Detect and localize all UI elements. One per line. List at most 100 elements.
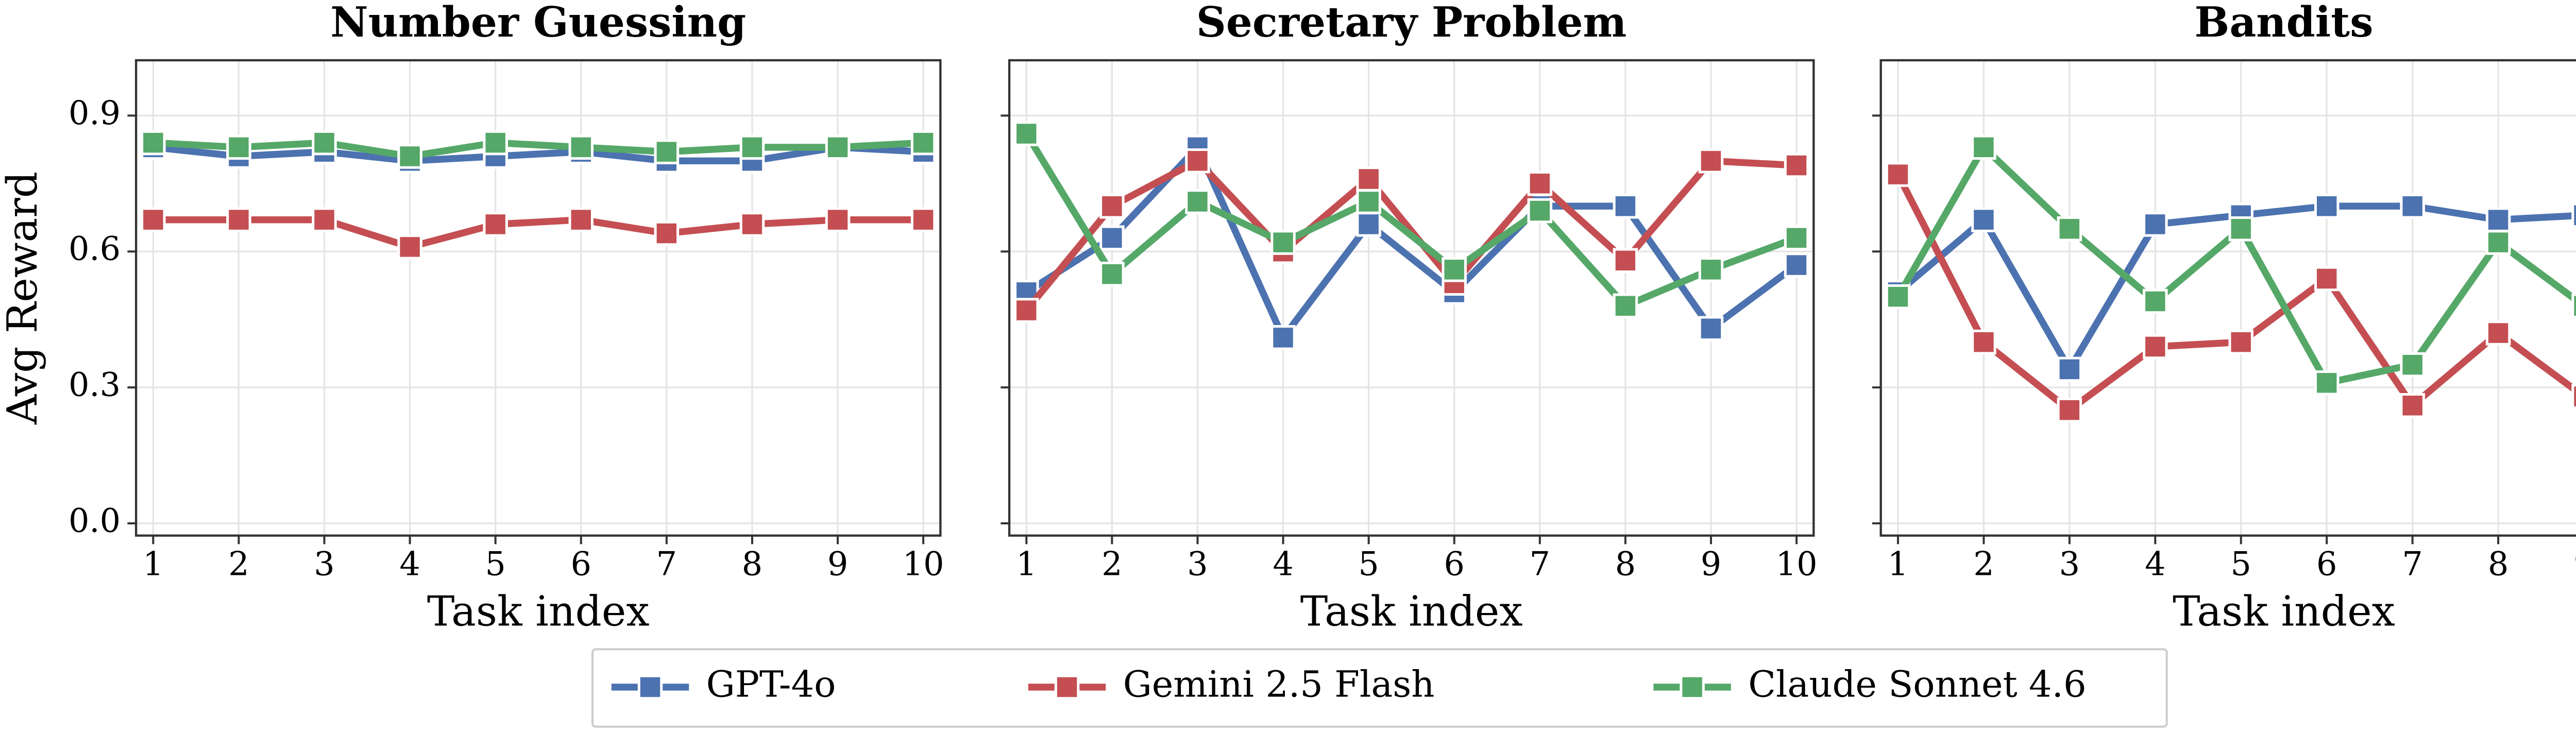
point-marker bbox=[1613, 248, 1638, 274]
point-marker bbox=[1442, 257, 1467, 282]
point-marker bbox=[2314, 194, 2340, 219]
point-marker bbox=[1698, 257, 1724, 282]
point-marker bbox=[2400, 352, 2425, 378]
point-marker bbox=[141, 207, 166, 232]
axes-frame bbox=[1008, 59, 1815, 537]
point-marker bbox=[2485, 320, 2511, 346]
axes-frame bbox=[1879, 59, 2576, 537]
point-marker bbox=[483, 212, 508, 237]
point-marker bbox=[1270, 325, 1296, 350]
legend-marker bbox=[1680, 674, 1705, 700]
x-tick-label: 6 bbox=[2316, 544, 2337, 583]
point-marker bbox=[1784, 225, 1809, 251]
point-marker bbox=[2571, 293, 2576, 318]
y-tick-label: 0.6 bbox=[69, 230, 121, 268]
point-marker bbox=[1527, 198, 1553, 224]
point-marker bbox=[1185, 189, 1210, 214]
x-tick-label: 9 bbox=[1701, 544, 1721, 583]
point-marker bbox=[2400, 393, 2425, 418]
point-marker bbox=[2057, 397, 2082, 423]
point-marker bbox=[1185, 148, 1210, 174]
y-tick-label: 0.0 bbox=[69, 501, 121, 539]
legend-label: GPT-4o bbox=[706, 663, 836, 705]
x-axis-label: Task index bbox=[2173, 587, 2395, 635]
point-marker bbox=[1698, 148, 1724, 174]
point-marker bbox=[1971, 134, 1996, 160]
point-marker bbox=[568, 207, 594, 232]
point-marker bbox=[2057, 216, 2082, 242]
x-tick-label: 1 bbox=[1016, 544, 1037, 583]
point-marker bbox=[568, 134, 594, 160]
x-tick-label: 1 bbox=[1888, 544, 1908, 583]
point-marker bbox=[1527, 171, 1553, 196]
x-tick-label: 7 bbox=[2402, 544, 2422, 583]
point-marker bbox=[1613, 293, 1638, 318]
point-marker bbox=[2485, 230, 2511, 255]
series-line bbox=[1895, 202, 2576, 373]
point-marker bbox=[739, 134, 765, 160]
x-tick-label: 7 bbox=[1530, 544, 1550, 583]
point-marker bbox=[1014, 298, 1039, 323]
point-marker bbox=[1099, 225, 1125, 251]
subplot-title: Secretary Problem bbox=[1196, 0, 1627, 46]
x-tick-label: 4 bbox=[1273, 544, 1293, 583]
x-tick-label: 6 bbox=[1444, 544, 1465, 583]
x-tick-label: 5 bbox=[485, 544, 505, 583]
point-marker bbox=[2143, 334, 2168, 360]
point-marker bbox=[2143, 212, 2168, 237]
point-marker bbox=[1356, 212, 1381, 237]
x-tick-label: 3 bbox=[314, 544, 334, 583]
x-tick-label: 8 bbox=[1615, 544, 1636, 583]
y-tick-label: 0.9 bbox=[69, 94, 121, 132]
x-tick-label: 2 bbox=[1973, 544, 1994, 583]
x-tick-label: 4 bbox=[399, 544, 420, 583]
point-marker bbox=[1971, 207, 1996, 232]
point-marker bbox=[825, 207, 851, 232]
point-marker bbox=[2228, 329, 2253, 355]
x-tick-label: 5 bbox=[1358, 544, 1379, 583]
point-marker bbox=[654, 139, 680, 164]
x-tick-label: 3 bbox=[1187, 544, 1208, 583]
point-marker bbox=[1099, 261, 1125, 287]
series-line bbox=[1024, 157, 1797, 313]
point-marker bbox=[397, 234, 422, 260]
x-tick-label: 7 bbox=[656, 544, 677, 583]
point-marker bbox=[2143, 288, 2168, 314]
legend-marker bbox=[1054, 674, 1080, 700]
point-marker bbox=[2571, 384, 2576, 409]
subplot-title: Bandits bbox=[2195, 0, 2374, 46]
legend-label: Gemini 2.5 Flash bbox=[1123, 663, 1435, 705]
x-axis-label: Task index bbox=[427, 587, 650, 635]
x-tick-label: 6 bbox=[571, 544, 591, 583]
legend-entry: GPT-4o bbox=[611, 663, 836, 705]
series-line bbox=[1024, 144, 1799, 342]
point-marker bbox=[1885, 284, 1911, 310]
point-marker bbox=[312, 207, 337, 232]
point-marker bbox=[1014, 121, 1039, 146]
point-marker bbox=[2057, 356, 2082, 382]
point-marker bbox=[1613, 194, 1638, 219]
x-tick-label: 9 bbox=[827, 544, 848, 583]
point-marker bbox=[1784, 152, 1809, 178]
point-marker bbox=[2571, 202, 2576, 228]
x-tick-label: 3 bbox=[2059, 544, 2080, 583]
point-marker bbox=[226, 207, 251, 232]
point-marker bbox=[1698, 316, 1724, 341]
point-marker bbox=[910, 207, 936, 232]
point-marker bbox=[1784, 252, 1809, 278]
x-axis-label: Task index bbox=[1300, 587, 1523, 635]
series-line bbox=[1023, 132, 1798, 310]
x-tick-label: 5 bbox=[2231, 544, 2251, 583]
point-marker bbox=[2485, 207, 2511, 232]
point-marker bbox=[1971, 329, 1996, 355]
point-marker bbox=[397, 144, 422, 169]
subplot-title: Number Guessing bbox=[330, 0, 746, 46]
point-marker bbox=[226, 134, 251, 160]
point-marker bbox=[483, 130, 508, 156]
y-axis-label: Avg Reward bbox=[0, 172, 46, 425]
point-marker bbox=[141, 130, 166, 156]
legend-entry: Claude Sonnet 4.6 bbox=[1653, 663, 2087, 705]
x-tick-label: 2 bbox=[1101, 544, 1122, 583]
x-tick-label: 1 bbox=[143, 544, 163, 583]
